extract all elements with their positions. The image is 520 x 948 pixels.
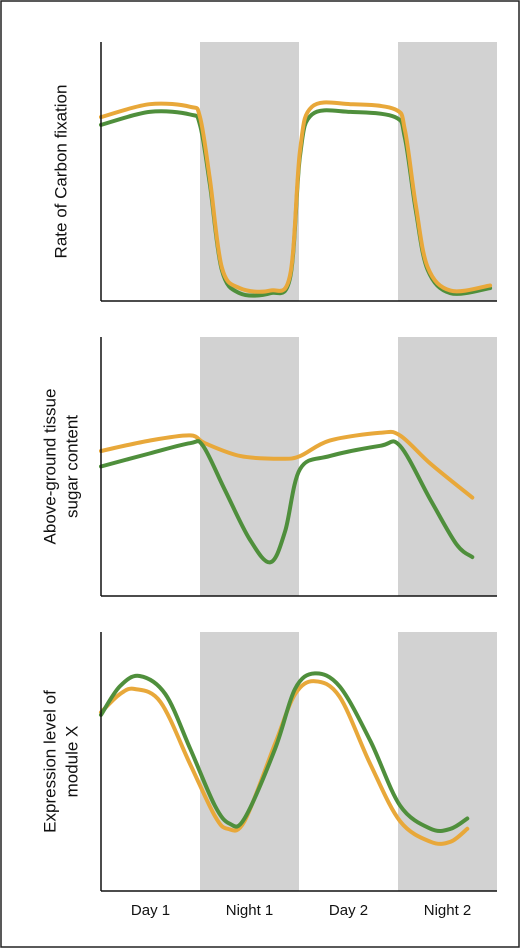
y-axis-label: Expression level of (40, 690, 59, 833)
x-tick-label: Night 1 (226, 902, 274, 919)
y-axis-label: module X (62, 726, 81, 798)
night-band (398, 42, 497, 301)
series-line (99, 429, 475, 500)
night-band (200, 42, 299, 301)
series-line (99, 100, 493, 294)
night-band (200, 337, 299, 596)
night-band (398, 632, 497, 891)
x-tick-label: Night 2 (424, 902, 472, 919)
series-line (99, 439, 475, 565)
night-band (200, 632, 299, 891)
series-line (99, 671, 470, 833)
y-axis-label: Rate of Carbon fixation (51, 85, 70, 259)
x-tick-label: Day 1 (131, 902, 170, 919)
y-axis-label: sugar content (62, 415, 81, 518)
y-axis-label: Above-ground tissue (40, 389, 59, 545)
x-tick-label: Day 2 (329, 902, 368, 919)
